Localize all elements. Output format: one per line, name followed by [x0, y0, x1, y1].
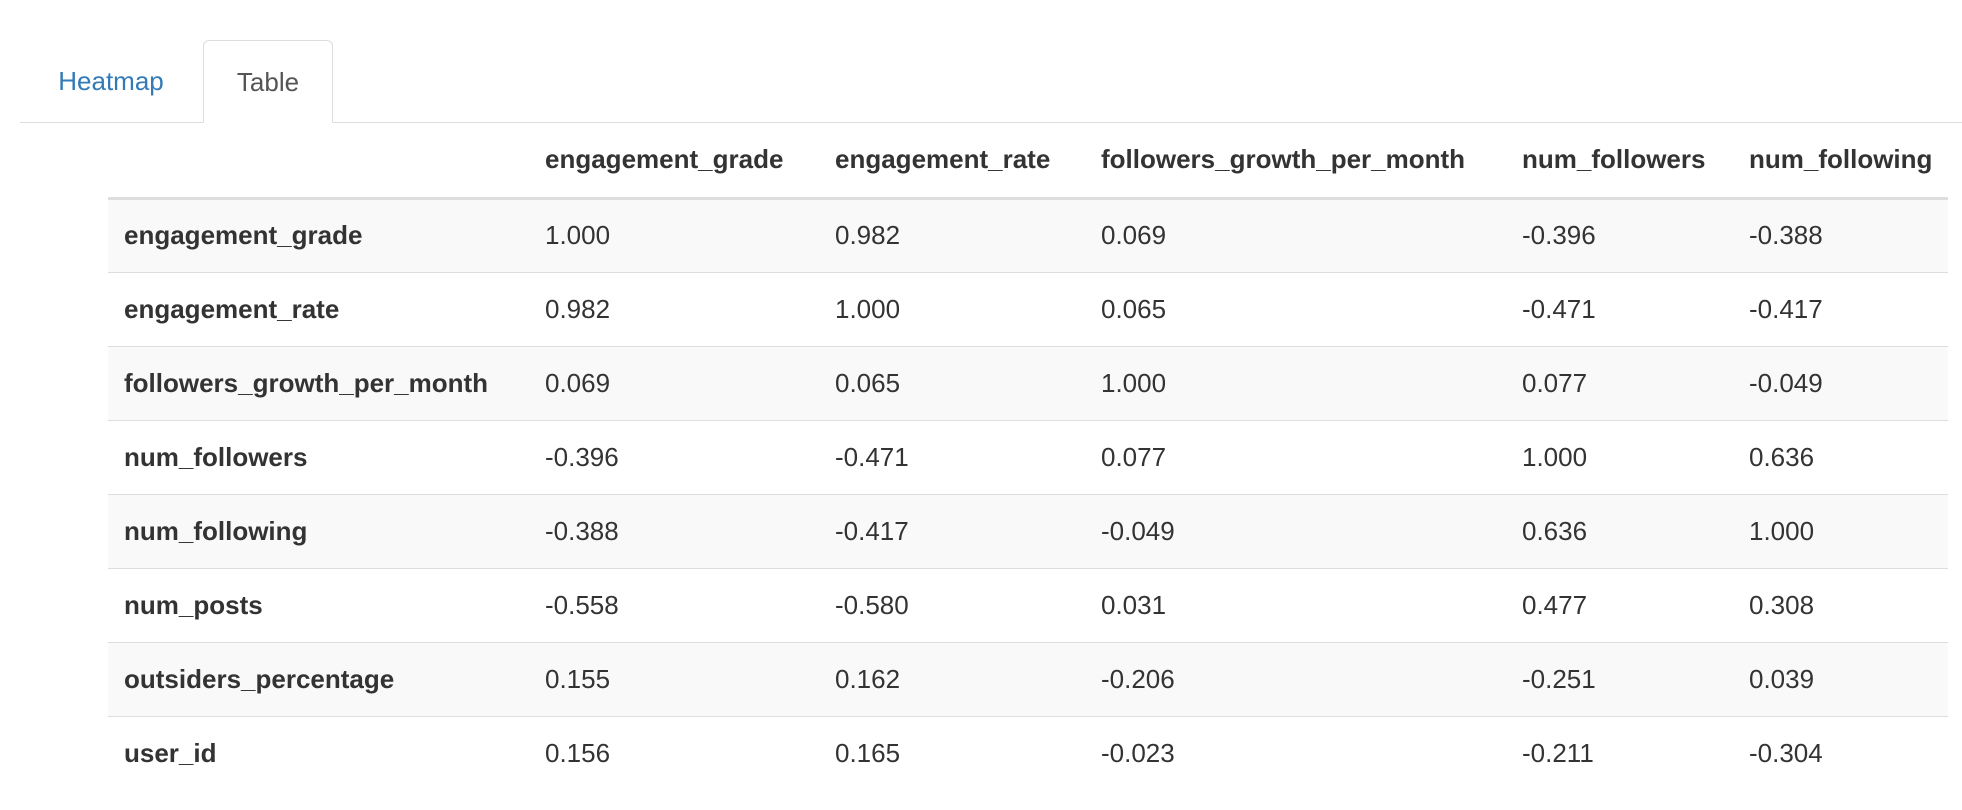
table-cell: 1.000: [835, 293, 901, 324]
tab-table[interactable]: Table: [203, 40, 333, 123]
table-cell: 0.156: [545, 737, 611, 768]
table-cell: 1.000: [1522, 441, 1588, 472]
table-cell: 0.077: [1101, 441, 1167, 472]
row-header: outsiders_percentage: [124, 663, 395, 694]
table-cell: 0.982: [545, 293, 611, 324]
table-cell: -0.580: [835, 589, 909, 620]
correlation-table: engagement_grade engagement_rate followe…: [108, 123, 1949, 790]
table-cell: 0.065: [1101, 293, 1167, 324]
column-header: num_following: [1733, 123, 1949, 200]
table-cell: -0.417: [835, 515, 909, 546]
column-header: engagement_grade: [529, 123, 819, 200]
table-cell: -0.396: [1522, 220, 1596, 250]
table-cell: -0.388: [545, 515, 619, 546]
table-cell: 0.155: [545, 663, 611, 694]
table-row: followers_growth_per_month 0.069 0.065 1…: [108, 346, 1949, 420]
table-cell: -0.558: [545, 589, 619, 620]
table-cell: 1.000: [1749, 515, 1815, 546]
column-header: followers_growth_per_month: [1085, 123, 1506, 200]
table-row: num_following -0.388 -0.417 -0.049 0.636…: [108, 494, 1949, 568]
row-header: engagement_rate: [124, 293, 340, 324]
table-cell: -0.049: [1749, 367, 1823, 398]
table-cell: 0.982: [835, 220, 901, 250]
table-cell: -0.471: [1522, 293, 1596, 324]
row-header: engagement_grade: [124, 220, 363, 250]
row-header: num_followers: [124, 441, 308, 472]
table-cell: 1.000: [545, 220, 611, 250]
row-header: num_following: [124, 515, 308, 546]
tab-bar: Heatmap Table: [20, 40, 1962, 123]
table-cell: 0.077: [1522, 367, 1588, 398]
table-cell: 0.069: [545, 367, 611, 398]
row-header: num_posts: [124, 589, 263, 620]
column-header-corner: [108, 123, 529, 200]
table-cell: -0.471: [835, 441, 909, 472]
tab-heatmap[interactable]: Heatmap: [58, 66, 164, 96]
table-cell: 0.069: [1101, 220, 1167, 250]
table-row: user_id 0.156 0.165 -0.023 -0.211 -0.304: [108, 716, 1949, 790]
table-header-row: engagement_grade engagement_rate followe…: [108, 123, 1949, 200]
table-cell: -0.251: [1522, 663, 1596, 694]
table-cell: -0.304: [1749, 737, 1823, 768]
table-cell: -0.206: [1101, 663, 1175, 694]
table-cell: -0.049: [1101, 515, 1175, 546]
table-cell: 0.162: [835, 663, 901, 694]
table-cell: 0.031: [1101, 589, 1167, 620]
table-cell: -0.211: [1522, 737, 1594, 768]
table-cell: 0.477: [1522, 589, 1588, 620]
table-row: num_posts -0.558 -0.580 0.031 0.477 0.30…: [108, 568, 1949, 642]
table-cell: 0.065: [835, 367, 901, 398]
table-cell: 1.000: [1101, 367, 1167, 398]
row-header: followers_growth_per_month: [124, 367, 489, 398]
table-row: num_followers -0.396 -0.471 0.077 1.000 …: [108, 420, 1949, 494]
table-cell: 0.636: [1522, 515, 1588, 546]
table-cell: 0.308: [1749, 589, 1815, 620]
table-cell: -0.396: [545, 441, 619, 472]
table-row: engagement_grade 1.000 0.982 0.069 -0.39…: [108, 198, 1949, 272]
table-cell: 0.636: [1749, 441, 1815, 472]
row-header: user_id: [124, 737, 217, 768]
table-row: engagement_rate 0.982 1.000 0.065 -0.471…: [108, 272, 1949, 346]
table-cell: -0.023: [1101, 737, 1175, 768]
column-header: engagement_rate: [819, 123, 1085, 200]
table-cell: -0.388: [1749, 220, 1823, 250]
table-cell: -0.417: [1749, 293, 1823, 324]
table-cell: 0.165: [835, 737, 901, 768]
table-cell: 0.039: [1749, 663, 1815, 694]
column-header: num_followers: [1506, 123, 1733, 200]
table-row: outsiders_percentage 0.155 0.162 -0.206 …: [108, 642, 1949, 716]
